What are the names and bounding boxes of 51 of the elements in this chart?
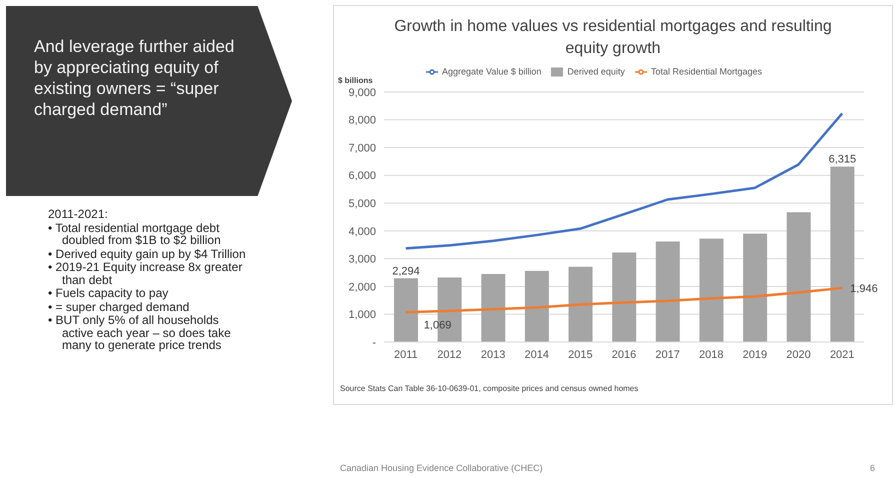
data-label: 2,294 — [392, 265, 420, 278]
data-label: 6,315 — [828, 154, 856, 166]
x-tick-label: 2017 — [655, 348, 680, 361]
bar — [743, 234, 768, 342]
x-tick-label: 2020 — [786, 348, 811, 361]
legend-label: Aggregate Value $ billion — [442, 66, 542, 76]
y-tick-label: - — [372, 336, 376, 349]
x-tick-label: 2011 — [394, 348, 418, 361]
y-axis-title: $ billions — [338, 76, 373, 85]
text: • Derived equity gain up by $4 Trillion — [48, 246, 247, 260]
text: Canadian Housing Evidence Collaborative (CHEC) — [340, 463, 543, 473]
x-tick-label: 2012 — [437, 348, 462, 361]
y-tick-label: 6,000 — [348, 170, 376, 182]
bar — [612, 252, 636, 342]
y-tick-label: 1,000 — [348, 309, 376, 322]
bar — [656, 241, 680, 342]
y-tick-label: 4,000 — [348, 226, 376, 238]
text: • Total residential mortgage debt doubled from $1B to $2 billion — [48, 220, 222, 247]
x-tick-label: 2016 — [612, 348, 636, 361]
x-tick-label: 2013 — [480, 348, 506, 361]
y-tick-label: 3,000 — [348, 254, 376, 266]
x-tick-label: 2021 — [830, 348, 854, 361]
text: 6 — [870, 463, 876, 473]
text: 2011-2021: — [48, 207, 109, 221]
x-tick-label: 2019 — [742, 348, 768, 361]
bar — [394, 278, 418, 342]
x-tick-label: 2014 — [524, 348, 549, 361]
y-tick-label: 8,000 — [348, 114, 376, 127]
bar — [699, 238, 724, 342]
y-tick-label: 5,000 — [348, 198, 376, 210]
text: • Fuels capacity to pay — [48, 286, 170, 300]
data-label: 1,946 — [850, 282, 878, 295]
text: • = super charged demand — [48, 300, 190, 314]
y-tick-label: 2,000 — [348, 281, 376, 294]
legend-label: Derived equity — [567, 66, 625, 76]
data-label: 1,069 — [424, 319, 452, 332]
text: And leverage further aided by appreciating equity of existing owners = “super charged demand” — [34, 36, 236, 120]
bar — [481, 274, 506, 342]
line-series — [404, 286, 844, 314]
source-note: Source Stats Can Table 36-10-0639-01, composite prices and census owned homes — [340, 384, 638, 393]
bar — [786, 212, 811, 342]
x-tick-label: 2018 — [699, 348, 724, 361]
chart-title: Growth in home values vs residential mortgages and resulting equity growth — [393, 17, 833, 59]
legend-label: Total Residential Mortgages — [650, 66, 762, 76]
text: • 2019-21 Equity increase 8x greater than debt — [48, 260, 244, 286]
x-tick-label: 2015 — [568, 348, 593, 361]
y-tick-label: 9,000 — [348, 86, 376, 99]
y-tick-label: 7,000 — [348, 142, 376, 154]
bar — [524, 270, 549, 342]
text: • BUT only 5% of all households active each year – so does take many to generate price trends — [48, 313, 232, 352]
bar — [568, 266, 593, 342]
